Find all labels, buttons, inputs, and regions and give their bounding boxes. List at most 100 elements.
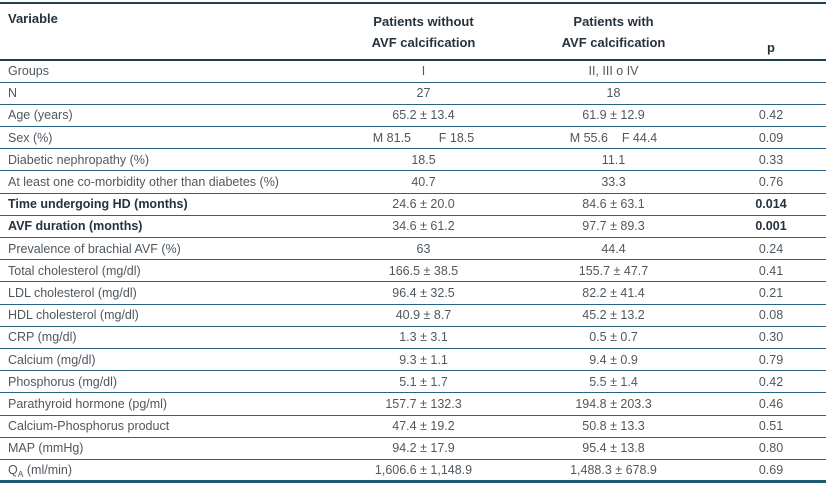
table-row: Age (years) 65.2 ± 13.4 61.9 ± 12.9 0.42 <box>0 104 826 126</box>
p-value-cell: 0.014 <box>755 197 787 212</box>
table-row: LDL cholesterol (mg/dl) 96.4 ± 32.5 82.2… <box>0 281 826 304</box>
p-value-cell: 0.69 <box>758 462 784 477</box>
p-value-cell: 0.41 <box>758 263 784 278</box>
column-header-variable: Variable <box>8 11 58 26</box>
p-value-cell: 0.42 <box>758 374 784 389</box>
with-calcification-value-cell: 155.7 ± 47.7 <box>578 263 649 278</box>
without-calcification-value-cell: 9.3 ± 1.1 <box>399 352 448 367</box>
variable-cell: Age (years) <box>8 108 73 123</box>
table-row: Parathyroid hormone (pg/ml) 157.7 ± 132.… <box>0 392 826 415</box>
with-calcification-value-cell: 95.4 ± 13.8 <box>582 441 645 456</box>
without-calcification-value-cell: 65.2 ± 13.4 <box>392 108 455 123</box>
variable-cell: Time undergoing HD (months) <box>8 197 188 212</box>
p-value-cell: 0.46 <box>758 396 784 411</box>
column-header-p-value: p <box>767 40 775 55</box>
without-calcification-value-cell: 96.4 ± 32.5 <box>392 285 455 300</box>
with-calcification-value-cell: M 55.6 F 44.4 <box>569 130 658 145</box>
table-row: Prevalence of brachial AVF (%) 63 44.4 0… <box>0 237 826 260</box>
p-value-cell: 0.21 <box>758 285 784 300</box>
without-calcification-value-cell: 40.9 ± 8.7 <box>395 308 452 323</box>
variable-cell: LDL cholesterol (mg/dl) <box>8 285 137 300</box>
without-calcification-value-cell: 40.7 <box>411 175 436 190</box>
without-calcification-value-cell: 27 <box>416 86 431 101</box>
p-value-cell: 0.08 <box>758 308 784 323</box>
without-calcification-value-cell: 1,606.6 ± 1,148.9 <box>374 462 473 477</box>
table-row: HDL cholesterol (mg/dl) 40.9 ± 8.7 45.2 … <box>0 304 826 326</box>
table-row: CRP (mg/dl) 1.3 ± 3.1 0.5 ± 0.7 0.30 <box>0 326 826 348</box>
table-row: Calcium-Phosphorus product 47.4 ± 19.2 5… <box>0 415 826 437</box>
table-row: Calcium (mg/dl) 9.3 ± 1.1 9.4 ± 0.9 0.79 <box>0 348 826 370</box>
with-calcification-value-cell: 194.8 ± 203.3 <box>575 396 652 411</box>
header-without-line2: AVF calcification <box>371 34 476 50</box>
variable-cell: Prevalence of brachial AVF (%) <box>8 241 181 256</box>
p-value-cell: 0.09 <box>758 130 784 145</box>
with-calcification-value-cell: 0.5 ± 0.7 <box>589 330 638 345</box>
table-row: AVF duration (months) 34.6 ± 61.2 97.7 ±… <box>0 215 826 237</box>
with-calcification-value-cell: 11.1 <box>601 152 626 167</box>
with-calcification-value-cell: 45.2 ± 13.2 <box>582 308 645 323</box>
table-body: Groups I II, III o IV N 27 18 Age (years… <box>0 60 826 482</box>
without-calcification-value-cell: M 81.5 F 18.5 <box>372 130 475 145</box>
with-calcification-value-cell: 44.4 <box>601 241 626 256</box>
table-row: N 27 18 <box>0 82 826 104</box>
table-row: Diabetic nephropathy (%) 18.5 11.1 0.33 <box>0 148 826 171</box>
p-value-cell: 0.51 <box>758 419 784 434</box>
p-value-cell: 0.30 <box>758 330 784 345</box>
with-calcification-value-cell: 5.5 ± 1.4 <box>589 374 638 389</box>
with-calcification-value-cell: II, III o IV <box>588 64 639 79</box>
variable-cell: Calcium (mg/dl) <box>8 352 96 367</box>
with-calcification-value-cell: 61.9 ± 12.9 <box>582 108 645 123</box>
p-value-cell: 0.001 <box>755 219 787 234</box>
variable-cell: Groups <box>8 64 49 79</box>
table-row: At least one co-morbidity other than dia… <box>0 170 826 193</box>
table-row: Total cholesterol (mg/dl) 166.5 ± 38.5 1… <box>0 259 826 282</box>
with-calcification-value-cell: 50.8 ± 13.3 <box>582 419 645 434</box>
without-calcification-value-cell: 1.3 ± 3.1 <box>399 330 448 345</box>
variable-cell: Total cholesterol (mg/dl) <box>8 263 141 278</box>
without-calcification-value-cell: 157.7 ± 132.3 <box>385 396 462 411</box>
without-calcification-value-cell: 24.6 ± 20.0 <box>392 197 455 212</box>
variable-cell: MAP (mmHg) <box>8 441 84 456</box>
p-value-cell: 0.76 <box>758 175 784 190</box>
table-row: Time undergoing HD (months) 24.6 ± 20.0 … <box>0 193 826 215</box>
variable-cell: Calcium-Phosphorus product <box>8 419 170 434</box>
variable-cell: Parathyroid hormone (pg/ml) <box>8 396 168 411</box>
without-calcification-value-cell: I <box>421 64 426 79</box>
p-value-cell: 0.79 <box>758 352 784 367</box>
column-header-patients-with: Patients with AVF calcification <box>511 3 716 60</box>
variable-cell: QA (ml/min) <box>0 459 336 481</box>
table-header: Variable Patients without AVF calcificat… <box>0 3 826 60</box>
variable-label: Q <box>8 462 18 477</box>
with-calcification-value-cell: 82.2 ± 41.4 <box>582 285 645 300</box>
p-value-cell: 0.33 <box>758 152 784 167</box>
header-with-line1: Patients with <box>573 13 654 29</box>
header-row: Variable Patients without AVF calcificat… <box>0 3 826 60</box>
with-calcification-value-cell: 1,488.3 ± 678.9 <box>570 462 657 477</box>
with-calcification-value-cell: 97.7 ± 89.3 <box>582 219 645 234</box>
variable-label-unit: (ml/min) <box>23 462 73 477</box>
without-calcification-value-cell: 166.5 ± 38.5 <box>388 263 459 278</box>
p-value-cell <box>716 82 826 104</box>
with-calcification-value-cell: 18 <box>606 86 621 101</box>
variable-cell: Phosphorus (mg/dl) <box>8 374 118 389</box>
variable-cell: At least one co-morbidity other than dia… <box>8 175 279 190</box>
with-calcification-value-cell: 84.6 ± 63.1 <box>582 197 645 212</box>
table-row: MAP (mmHg) 94.2 ± 17.9 95.4 ± 13.8 0.80 <box>0 437 826 459</box>
table-row: Sex (%) M 81.5 F 18.5 M 55.6 F 44.4 0.09 <box>0 126 826 149</box>
without-calcification-value-cell: 47.4 ± 19.2 <box>392 419 455 434</box>
header-without-line1: Patients without <box>373 13 474 29</box>
header-with-line2: AVF calcification <box>561 34 666 50</box>
variable-cell: Diabetic nephropathy (%) <box>8 152 150 167</box>
variable-cell: AVF duration (months) <box>8 219 143 234</box>
without-calcification-value-cell: 94.2 ± 17.9 <box>392 441 455 456</box>
table-row: Groups I II, III o IV <box>0 60 826 82</box>
without-calcification-value-cell: 63 <box>416 241 431 256</box>
table-row: QA (ml/min) 1,606.6 ± 1,148.9 1,488.3 ± … <box>0 459 826 481</box>
p-value-cell <box>716 60 826 82</box>
without-calcification-value-cell: 34.6 ± 61.2 <box>392 219 455 234</box>
without-calcification-value-cell: 18.5 <box>411 152 436 167</box>
p-value-cell: 0.80 <box>758 441 784 456</box>
with-calcification-value-cell: 33.3 <box>601 175 626 190</box>
